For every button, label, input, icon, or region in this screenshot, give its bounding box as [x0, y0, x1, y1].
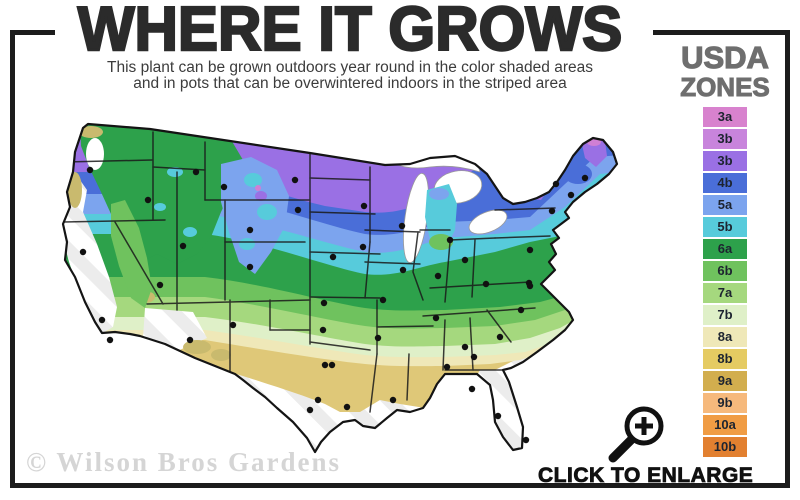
legend-title-zones: ZONES	[680, 72, 771, 102]
city-dot	[389, 396, 397, 404]
city-dot	[343, 403, 351, 411]
zone-swatch: 8a	[703, 327, 747, 347]
city-dot	[314, 396, 322, 404]
city-dot	[494, 412, 502, 420]
page-title: WHERE IT GROWS	[77, 0, 624, 65]
city-dot	[186, 336, 194, 344]
city-dot	[526, 282, 534, 290]
city-dot	[522, 436, 530, 444]
zone-swatch: 4b	[703, 173, 747, 193]
city-dot	[468, 385, 476, 393]
city-dot	[294, 206, 302, 214]
zone-swatch: 8b	[703, 349, 747, 369]
city-dot	[526, 246, 534, 254]
city-dot	[398, 222, 406, 230]
state-borders	[63, 131, 556, 413]
city-dot	[470, 353, 478, 361]
zone-swatch: 3a	[703, 107, 747, 127]
rockies-blue-region	[221, 157, 289, 274]
city-dot	[179, 242, 187, 250]
city-dot	[482, 280, 490, 288]
city-dot	[144, 196, 152, 204]
subtitle: This plant can be grown outdoors year ro…	[0, 60, 700, 92]
legend-title-usda: USDA	[680, 40, 769, 75]
city-dot	[106, 336, 114, 344]
city-dot	[328, 361, 336, 369]
usda-zones-map[interactable]	[25, 112, 665, 468]
city-dot	[432, 314, 440, 322]
city-dot	[291, 176, 299, 184]
city-dot	[98, 316, 106, 324]
watermark: © Wilson Bros Gardens	[26, 447, 341, 477]
city-dot	[320, 299, 328, 307]
city-dot	[461, 256, 469, 264]
city-dot	[86, 166, 94, 174]
frame-right-border	[785, 30, 790, 488]
zone-swatch: 6a	[703, 239, 747, 259]
usda-zones-legend: USDA ZONES 3a 3b 3b 4b 5a 5b 6a 6b 7a 7b 8a 8b 9a 9b 1…	[663, 40, 787, 459]
zone-swatch: 3b	[703, 151, 747, 171]
frame-top-left-segment	[10, 30, 55, 35]
magnifying-glass-plus-icon	[608, 406, 664, 463]
city-dot	[229, 321, 237, 329]
zone-swatch: 7b	[703, 305, 747, 325]
city-dot	[319, 326, 327, 334]
city-dot	[517, 306, 525, 314]
city-dot	[306, 406, 314, 414]
zone-swatch: 5a	[703, 195, 747, 215]
city-dot	[581, 174, 589, 182]
city-dot	[446, 236, 454, 244]
city-dot	[220, 183, 228, 191]
city-dot	[496, 333, 504, 341]
city-dot	[246, 263, 254, 271]
city-dot	[360, 202, 368, 210]
enlarge-label[interactable]: CLICK TO ENLARGE	[538, 464, 754, 488]
zone-swatch: 7a	[703, 283, 747, 303]
zone-swatch: 9a	[703, 371, 747, 391]
michigan-mitten	[425, 184, 457, 250]
click-to-enlarge-button[interactable]: CLICK TO ENLARGE	[538, 400, 754, 492]
city-dot	[567, 191, 575, 199]
frame-left-border	[10, 30, 15, 488]
city-dot	[461, 343, 469, 351]
subtitle-line-2: and in pots that can be overwintered ind…	[133, 75, 567, 92]
city-dot	[192, 168, 200, 176]
city-dot	[79, 248, 87, 256]
city-dot	[443, 363, 451, 371]
city-dot	[548, 207, 556, 215]
city-dot	[374, 334, 382, 342]
sierra-green-strip	[111, 200, 152, 308]
city-dot	[379, 296, 387, 304]
zone-legend-list: 3a 3b 3b 4b 5a 5b 6a 6b 7a 7b 8a 8b 9a 9b 10a 10b	[663, 107, 787, 457]
subtitle-line-1: This plant can be grown outdoors year ro…	[107, 59, 593, 76]
city-dots	[79, 166, 589, 444]
city-dot	[434, 272, 442, 280]
zone-swatch: 5b	[703, 217, 747, 237]
city-dot	[246, 226, 254, 234]
zone-swatch: 10a	[703, 415, 747, 435]
frame-top-right-segment	[653, 30, 790, 35]
city-dot	[552, 180, 560, 188]
zone-swatch: 6b	[703, 261, 747, 281]
zone-swatch: 10b	[703, 437, 747, 457]
frame-bottom-border	[10, 483, 790, 488]
city-dot	[399, 266, 407, 274]
zone-swatch: 9b	[703, 393, 747, 413]
zone-swatch: 3b	[703, 129, 747, 149]
city-dot	[156, 281, 164, 289]
city-dot	[329, 253, 337, 261]
city-dot	[359, 243, 367, 251]
city-dot	[321, 361, 329, 369]
